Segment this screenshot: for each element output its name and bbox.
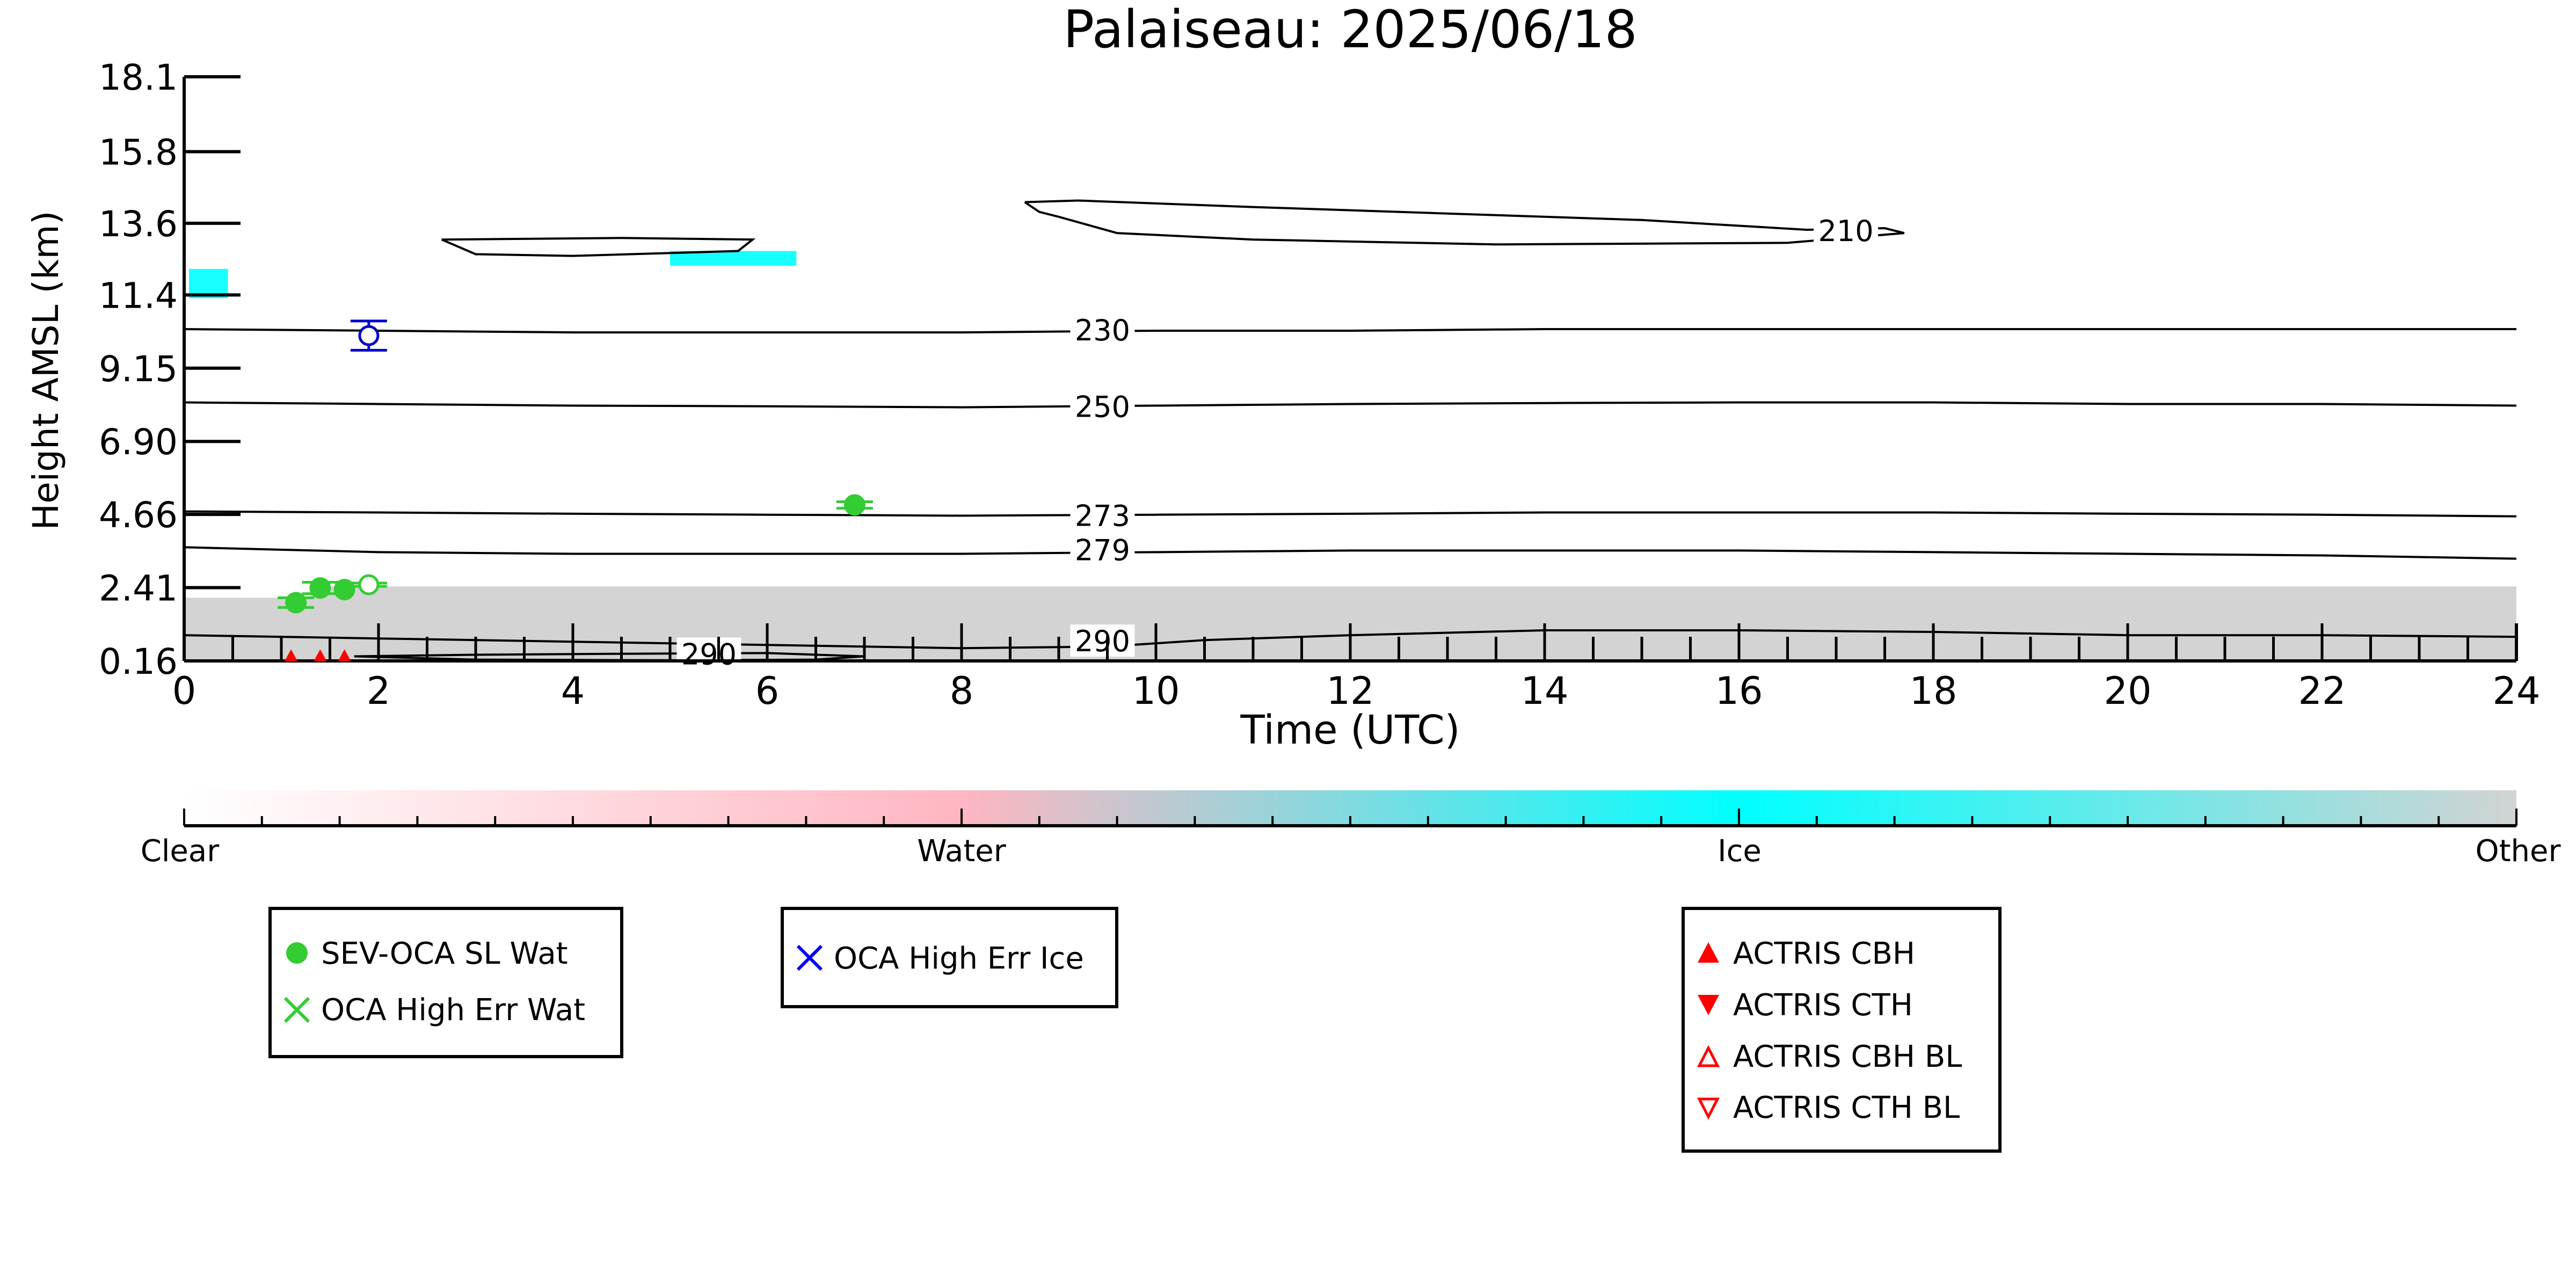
- x-tick-label-7: 14: [1520, 669, 1568, 713]
- colorbar-ticks: [183, 809, 2517, 826]
- y-tick-label-6: 13.6: [99, 203, 178, 245]
- contour-label-230-2: 230: [1075, 314, 1130, 347]
- legend-marker-x-blue: [796, 944, 823, 971]
- contour-line-279-5: [184, 546, 2517, 560]
- colorbar-label-water: Water: [917, 834, 1007, 869]
- contour-label-290-7: 290: [681, 637, 737, 671]
- legend-entry-actris-cbh-bl: ACTRIS CBH BL: [1733, 1039, 1962, 1074]
- legend-marker-triangle-up: [1698, 942, 1719, 963]
- legend-marker-open-triangle-down: [1697, 1097, 1720, 1120]
- classification-layer: [184, 251, 2517, 661]
- legend-marker-triangle-down: [1698, 995, 1719, 1015]
- legend-actris-box: [1682, 907, 2002, 1153]
- legend-marker-open-triangle-up: [1697, 1045, 1720, 1067]
- y-axis-label: Height AMSL (km): [25, 211, 67, 530]
- legend-ice: OCA High Err Ice: [781, 907, 1118, 1008]
- x-tick-label-10: 20: [2104, 669, 2151, 713]
- contour-label-bg-3: [1070, 390, 1135, 423]
- legend-entry-oca-high-err-wat: OCA High Err Wat: [321, 993, 585, 1028]
- marker-sev-oca-sl-wat-0: [285, 592, 307, 614]
- legend-entry-actris-cth: ACTRIS CTH: [1733, 988, 1913, 1023]
- legend-ice-box: [781, 907, 1118, 1008]
- legend-actris: ACTRIS CBH ACTRIS CTH ACTRIS CBH BL ACTR…: [1682, 907, 2002, 1153]
- contour-label-bg-7: [676, 637, 741, 670]
- x-axis-label: Time (UTC): [1240, 707, 1460, 753]
- contour-label-250-3: 250: [1075, 390, 1130, 424]
- y-tick-label-1: 2.41: [99, 568, 178, 609]
- marker-actris-cbh-1: [314, 649, 327, 661]
- contour-line-273-4: [184, 510, 2517, 518]
- contour-line-210-0: [1024, 199, 1905, 246]
- x-tick-label-0: 0: [172, 669, 197, 713]
- legend-entry-oca-high-err-ice: OCA High Err Ice: [834, 941, 1084, 976]
- contour-label-279-5: 279: [1075, 533, 1130, 567]
- classification-colorbar: Clear Water Ice Other: [141, 790, 2561, 869]
- contour-label-bg-6: [1070, 624, 1135, 657]
- marker-sev-oca-sl-ice-0: [358, 325, 380, 346]
- x-tick-label-4: 8: [950, 669, 974, 713]
- contour-label-bg-4: [1070, 499, 1135, 532]
- chart-title: Palaiseau: 2025/06/18: [1063, 0, 1638, 60]
- x-tick-label-11: 22: [2298, 669, 2346, 713]
- marker-actris-cbh-2: [338, 649, 351, 661]
- x-tick-label-1: 2: [367, 669, 391, 713]
- x-tick-label-12: 24: [2492, 669, 2540, 713]
- contour-label-bg-0: [1814, 214, 1879, 247]
- x-tick-label-2: 4: [561, 669, 585, 713]
- contour-label-290-6: 290: [1075, 624, 1130, 658]
- contour-label-210-0: 210: [1818, 214, 1874, 248]
- contour-line-290-6: [184, 629, 2517, 650]
- region-ice-2: [189, 268, 228, 299]
- contour-label-273-4: 273: [1075, 499, 1130, 533]
- x-tick-label-3: 6: [755, 669, 780, 713]
- x-tick-label-9: 18: [1909, 669, 1957, 713]
- marker-sev-oca-sl-wat-3: [843, 494, 865, 516]
- y-tick-label-7: 15.8: [99, 132, 178, 173]
- x-tick-label-6: 12: [1326, 669, 1374, 713]
- contour-label-bg-5: [1070, 533, 1135, 566]
- contour-label-bg-2: [1070, 314, 1135, 346]
- colorbar-label-other: Other: [2475, 834, 2561, 869]
- x-tick-label-8: 16: [1715, 669, 1763, 713]
- plot-frame: [183, 77, 2518, 663]
- legend-entry-actris-cbh: ACTRIS CBH: [1733, 936, 1915, 971]
- marker-sev-oca-sl-wat-1: [309, 577, 331, 599]
- legend-entry-sev-oca-sl-wat: SEV-OCA SL Wat: [321, 936, 568, 971]
- y-tick-label-4: 9.15: [99, 348, 178, 390]
- legend-entry-actris-cth-bl: ACTRIS CTH BL: [1733, 1090, 1960, 1125]
- legend-water-box: [268, 907, 623, 1058]
- region-other-1: [310, 586, 2517, 598]
- x-tick-label-5: 10: [1132, 669, 1180, 713]
- contour-line-230-2: [184, 328, 2516, 334]
- colorbar-label-clear: Clear: [141, 834, 220, 869]
- contour-line-250-3: [184, 401, 2517, 409]
- marker-sev-oca-sl-wat-open--0: [358, 574, 380, 595]
- legend-water: SEV-OCA SL Wat OCA High Err Wat: [268, 907, 623, 1058]
- legend-marker-filled-circle: [286, 942, 308, 964]
- y-tick-label-5: 11.4: [99, 275, 178, 316]
- marker-actris-cbh-0: [285, 649, 298, 661]
- data-markers: [278, 319, 873, 661]
- marker-sev-oca-sl-wat-2: [333, 579, 355, 601]
- colorbar-label-ice: Ice: [1718, 834, 1762, 869]
- y-tick-label-0: 0.16: [99, 641, 178, 682]
- contour-line-unlabeled-1: [441, 237, 756, 257]
- y-tick-label-3: 6.90: [99, 421, 178, 463]
- y-tick-label-2: 4.66: [99, 494, 178, 536]
- legend-marker-x-green: [283, 996, 310, 1023]
- y-tick-label-8: 18.1: [99, 57, 178, 98]
